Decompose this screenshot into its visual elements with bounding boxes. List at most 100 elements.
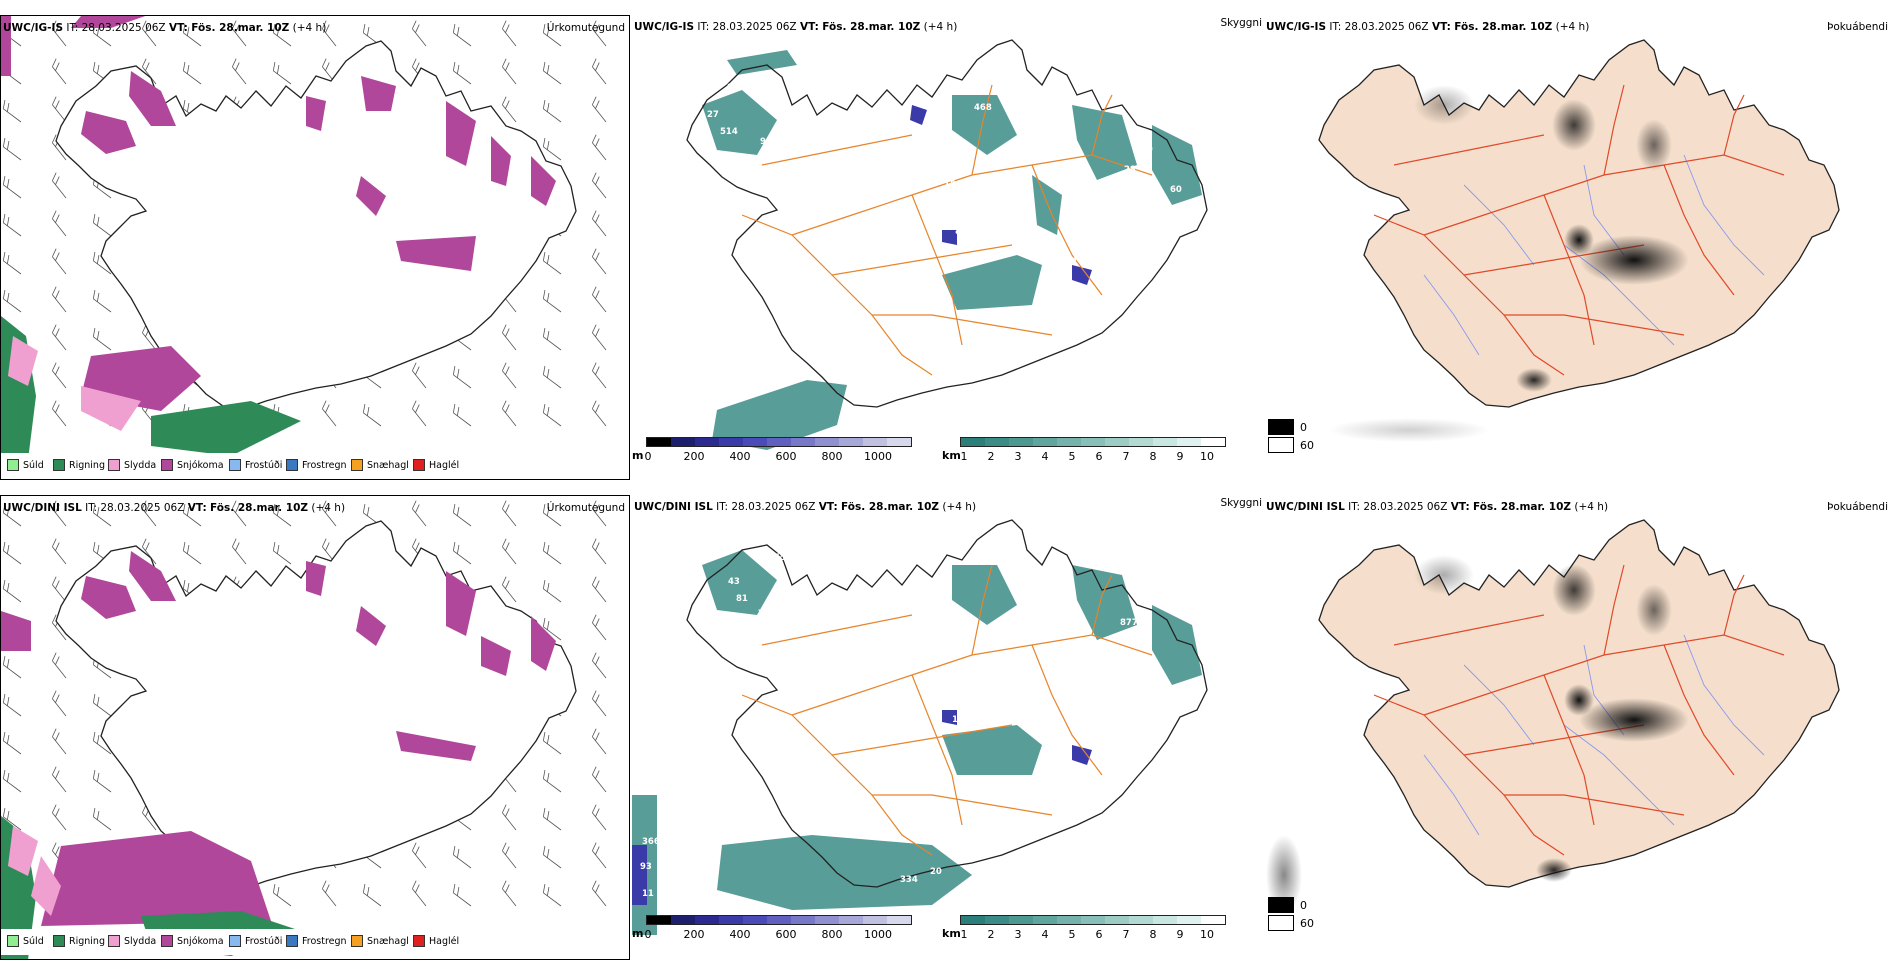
legend-item: Frostregn [286,459,347,471]
colorbar-cell [719,438,743,446]
valid-label: VT: [818,501,838,513]
cloud-visibility-map-row2: UWC/DINI ISL IT: 28.03.2025 06Z VT: Fös.… [632,495,1262,960]
colorbar-cell [1033,438,1057,446]
cloud-visibility-map-row1: UWC/IG-IS IT: 28.03.2025 06Z VT: Fös. 28… [632,15,1262,480]
colorbar-cell [961,438,985,446]
colorbar-cell [1129,916,1153,924]
colorbar-tick: 10 [1200,450,1214,463]
legend-label: Súld [23,459,44,471]
cloud-base-value: 90 [760,137,772,147]
legend-label: Haglél [429,935,460,947]
legend-item: Snæhagl [351,459,409,471]
cloud-base-value: 334 [900,875,918,885]
lead-time: (+4 h) [311,502,346,514]
colorbar-cell [1081,916,1105,924]
cloud-base-value: 514 [720,127,738,137]
colorbar-cell [863,916,887,924]
panel-header: UWC/DINI ISL IT: 28.03.2025 06Z VT: Fös.… [634,501,976,513]
colorbar-tick: 0 [644,928,652,941]
cloud-base-value: 102 [1064,800,1082,810]
colorbar-tick: 2 [987,450,995,463]
panel-title: Skyggni [1220,17,1263,29]
colorbar-cell [961,916,985,924]
cloud-base-value: 831 [955,227,973,237]
colorbar-tick: 800 [821,928,843,941]
fog-key-label: 0 [1300,420,1307,434]
model-name: UWC/IG-IS [1266,21,1327,33]
road-network [741,84,1153,376]
colorbar-tick: 800 [821,450,843,463]
legend-item: Frostúði [229,459,282,471]
fog-key-label: 60 [1300,916,1314,930]
legend-swatch [161,935,173,947]
cloud-base-value: 93 [640,862,652,872]
colorbar-tick: 1 [960,450,968,463]
legend-swatch [108,459,120,471]
colorbar-cell [1153,916,1177,924]
colorbar-cell [1129,438,1153,446]
fog-key-swatch [1268,897,1294,913]
cloud-base-value: 16 [1072,257,1084,267]
fog-map-svg [1318,39,1840,442]
colorbar-tick: 200 [683,928,705,941]
fog-areas [1329,85,1689,442]
legend-swatch [351,935,363,947]
model-name: UWC/IG-IS [3,22,64,34]
colorbar-tick: 1000 [864,450,892,463]
legend-swatch [413,459,425,471]
colorbar-cells [960,915,1226,925]
road-network [1373,84,1785,376]
iceland-outline [686,39,1208,408]
colorbar-tick: 2 [987,928,995,941]
colorbar-unit: m [632,927,644,940]
cloud-base-value: 379 [994,629,1012,639]
valid-time: Fös. 28.mar. 10Z [210,502,309,514]
colorbar-cell [1201,438,1225,446]
colorbar-cell [1177,438,1201,446]
colorbar-cell [695,438,719,446]
legend-swatch [286,935,298,947]
visibility-colorbar: km 1 2 3 4 5 6 7 8 9 10 [942,915,1262,945]
legend-label: Rigning [69,935,105,947]
legend-label: Snjókoma [177,459,224,471]
fog-key-label: 60 [1300,438,1314,452]
fog-key-row: 60 [1268,915,1314,931]
lead-time: (+4 h) [292,22,327,34]
colorbar-tick: 8 [1149,928,1157,941]
legend-item: Snæhagl [351,935,409,947]
legend-swatch [108,935,120,947]
snow-areas [1,551,556,926]
low-cloud-areas [910,105,1092,285]
valid-label: VT: [187,502,207,514]
colorbar-tick: 600 [775,928,797,941]
colorbar-cells [646,437,912,447]
precip-map-svg [1,16,607,476]
legend-label: Frostregn [302,935,347,947]
colorbar-cell [815,438,839,446]
colorbar-cell [1081,438,1105,446]
colorbar-tick: 8 [1149,450,1157,463]
legend-item: Haglél [413,935,459,947]
legend-label: Frostregn [302,459,347,471]
low-cloud-areas [632,710,1092,905]
cloud-base-value: 877 [1120,618,1138,628]
init-label: IT: [85,502,98,514]
fog-key-row: 60 [1268,437,1314,453]
panel-header: UWC/DINI ISL IT: 28.03.2025 06Z VT: Fös.… [1266,501,1608,513]
colorbar-tick: 4 [1041,928,1049,941]
colorbar-cell [1057,916,1081,924]
panel-title: Úrkomutegund [546,22,625,34]
fog-map-svg [1266,519,1840,915]
colorbar-cell [791,916,815,924]
colorbar-cell [647,438,671,446]
colorbar-cell [743,438,767,446]
panel-title: Þokuábendi [1827,21,1888,33]
lead-time: (+4 h) [1555,21,1590,33]
colorbar-cell [1177,916,1201,924]
colorbar-unit: km [942,927,961,940]
legend-swatch [53,935,65,947]
colorbar-cell [1057,438,1081,446]
legend-item: Frostúði [229,935,282,947]
colorbar-cell [1105,438,1129,446]
cloud-base-value: 388 [762,85,780,95]
